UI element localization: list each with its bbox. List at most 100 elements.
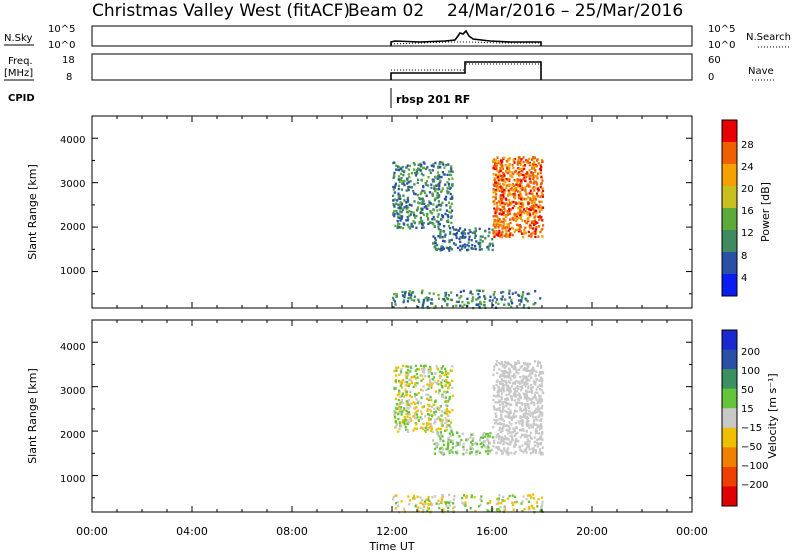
range-cell	[404, 425, 407, 429]
range-cell	[524, 297, 527, 300]
range-cell	[487, 452, 490, 455]
range-cell	[527, 500, 530, 503]
range-cell	[405, 400, 408, 403]
range-cell	[521, 187, 524, 190]
range-cell	[532, 507, 536, 510]
range-cell	[397, 192, 400, 195]
range-cell	[527, 182, 530, 186]
range-cell	[440, 190, 443, 194]
range-cell	[480, 445, 483, 449]
range-cell	[524, 179, 527, 183]
range-cell	[448, 395, 451, 399]
velocity-colorbar-swatch	[722, 447, 737, 468]
range-cell	[498, 173, 501, 176]
range-cell	[525, 394, 529, 397]
range-cell	[454, 243, 457, 246]
range-cell	[536, 195, 540, 198]
range-cell	[421, 368, 424, 371]
range-cell	[540, 506, 543, 509]
range-cell	[511, 216, 514, 220]
range-cell	[494, 211, 497, 214]
range-cell	[505, 226, 508, 229]
range-cell	[427, 387, 430, 390]
range-cell	[427, 422, 431, 426]
range-cell	[494, 212, 497, 216]
range-cell	[501, 164, 504, 167]
range-cell	[519, 183, 522, 186]
range-cell	[408, 383, 411, 386]
power-axis-ticks	[91, 115, 693, 308]
range-cell	[493, 162, 497, 165]
range-cell	[516, 185, 520, 188]
range-cell	[478, 295, 481, 299]
range-cell	[408, 421, 411, 424]
range-cell	[441, 187, 444, 190]
range-cell	[514, 361, 517, 364]
range-cell	[475, 298, 478, 301]
range-cell	[410, 395, 413, 399]
range-cell	[393, 369, 396, 373]
range-cell	[429, 202, 432, 205]
range-cell	[494, 166, 498, 169]
range-cell	[400, 409, 403, 412]
range-cell	[519, 207, 522, 210]
range-cell	[504, 415, 507, 418]
range-cell	[493, 207, 496, 210]
range-cell	[473, 496, 476, 499]
range-cell	[424, 296, 427, 300]
range-cell	[518, 184, 521, 188]
range-cell	[504, 409, 507, 413]
range-cell	[437, 443, 440, 446]
range-cell	[443, 225, 446, 228]
range-cell	[524, 385, 527, 388]
range-cell	[494, 219, 497, 222]
range-cell	[435, 205, 438, 209]
range-cell	[416, 201, 420, 204]
range-cell	[416, 172, 419, 175]
range-cell	[517, 360, 520, 363]
range-cell	[394, 420, 397, 423]
range-cell	[517, 172, 521, 176]
range-cell	[512, 194, 516, 198]
range-cell	[426, 184, 429, 187]
range-cell	[432, 215, 435, 219]
range-cell	[528, 224, 532, 228]
range-cell	[513, 179, 516, 182]
range-cell	[406, 182, 409, 185]
range-cell	[505, 450, 508, 454]
range-cell	[523, 508, 526, 511]
range-cell	[515, 500, 518, 504]
range-cell	[525, 442, 529, 445]
range-cell	[505, 398, 509, 401]
range-cell	[519, 385, 522, 389]
range-cell	[519, 173, 523, 176]
range-cell	[488, 299, 491, 302]
range-cell	[470, 247, 474, 250]
range-cell	[408, 413, 411, 416]
range-cell	[535, 501, 538, 504]
range-cell	[440, 203, 443, 206]
range-cell	[505, 169, 508, 172]
range-cell	[498, 426, 501, 430]
range-cell	[432, 292, 435, 295]
range-cell	[422, 226, 425, 229]
range-cell	[410, 381, 414, 384]
range-cell	[445, 209, 448, 212]
range-cell	[489, 449, 492, 453]
range-cell	[437, 235, 440, 238]
range-cell	[534, 163, 537, 167]
range-cell	[405, 205, 408, 208]
range-cell	[513, 184, 516, 187]
range-cell	[405, 189, 408, 192]
range-cell	[407, 384, 410, 387]
range-cell	[487, 245, 490, 248]
range-cell	[534, 227, 538, 231]
range-cell	[515, 426, 519, 430]
range-cell	[525, 403, 528, 406]
range-cell	[429, 429, 432, 433]
range-cell	[449, 439, 452, 442]
range-cell	[496, 371, 499, 375]
range-cell	[534, 383, 537, 386]
range-cell	[540, 424, 543, 428]
range-cell	[501, 179, 504, 182]
